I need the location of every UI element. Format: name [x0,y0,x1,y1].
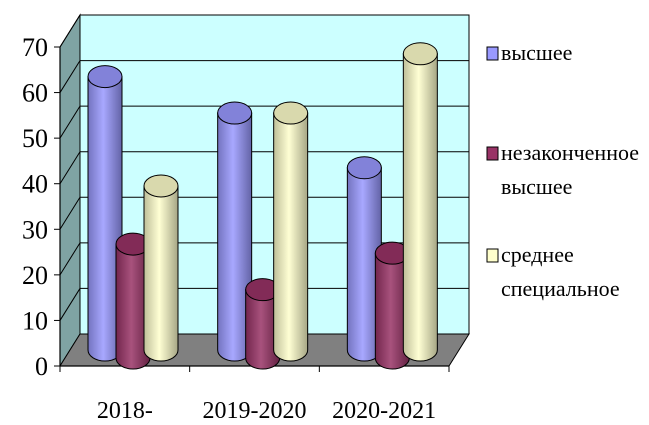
y-tick-label: 0 [35,352,48,381]
legend-item: незаконченное высшее [486,140,639,199]
legend-label: незаконченное [501,140,639,165]
legend-label: высшее [501,174,572,199]
bar-body [402,53,438,362]
bar-top [273,101,309,125]
bar [402,42,438,362]
gridline [59,60,469,93]
bar [115,232,151,370]
bar [245,278,281,370]
legend-item: среднее специальное [486,242,620,301]
legend-item: высшее [486,40,572,65]
legend: высшее незаконченное высшее среднее специаль… [486,40,639,301]
bar [273,101,309,362]
gridline [59,105,469,139]
bar-body [143,185,179,362]
bar [143,174,179,362]
gridline [59,196,469,230]
y-tick-label: 30 [22,215,48,244]
y-tick-label: 50 [22,124,48,153]
bars [87,42,438,370]
bar-body [374,252,410,370]
x-category-labels: 2018- 2019-2020 2020-2021 [97,398,436,424]
bar-top [346,156,382,180]
y-tick-label: 60 [22,79,48,108]
legend-swatch [486,248,499,263]
y-tick-labels: 0 10 20 30 40 50 60 70 [22,33,48,381]
bar-body [245,289,281,370]
y-tick-label: 40 [22,170,48,199]
legend-label: высшее [501,40,572,65]
gridline [59,242,469,276]
bar-top [217,101,253,125]
bar-top [87,65,123,89]
bar [346,156,382,362]
bar [217,101,253,362]
gridlines [59,14,469,321]
bar-body [273,112,309,362]
y-tick-label: 70 [22,33,48,62]
x-category-label: 2020-2021 [332,398,436,424]
bar [374,241,410,370]
x-category-label: 2019-2020 [203,398,307,424]
y-tick-label: 20 [22,261,48,290]
gridline [59,151,469,184]
legend-label: специальное [501,276,620,301]
bar-body [115,243,151,370]
legend-swatch [486,146,499,161]
bar-top [402,42,438,66]
gridline [59,287,469,321]
legend-swatch [486,46,499,61]
side-wall [59,13,81,368]
x-category-label: 2018- [97,398,153,424]
legend-label: среднее [501,242,574,267]
gridline [59,14,469,48]
bar-top [143,174,179,198]
y-tick-label: 10 [22,306,48,335]
